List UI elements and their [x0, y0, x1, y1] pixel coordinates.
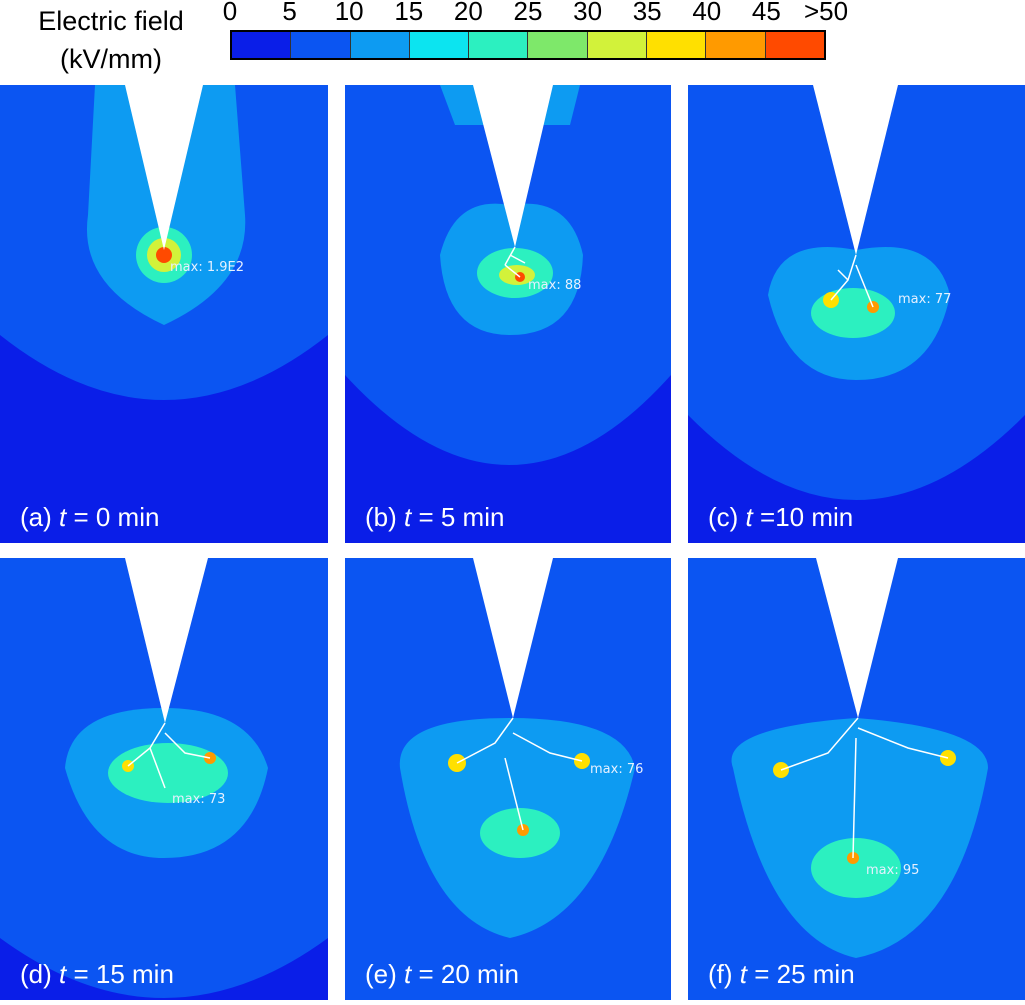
panel-d: max: 73 (d) t = 15 min	[0, 558, 328, 1000]
colorbar-segment	[706, 32, 766, 58]
colorbar-segment	[291, 32, 351, 58]
colorbar-segment	[350, 32, 410, 58]
panel-f-max: max: 95	[866, 863, 919, 878]
panel-c: max: 77 (c) t =10 min	[688, 85, 1025, 543]
panel-e-label: (e) t = 20 min	[365, 959, 519, 989]
panel-b: max: 88 (b) t = 5 min	[345, 85, 671, 543]
colorbar-tick-label: 20	[453, 0, 483, 26]
panel-f-label: (f) t = 25 min	[708, 959, 855, 989]
panel-e: max: 76 (e) t = 20 min	[345, 558, 671, 1000]
panel-b-max: max: 88	[528, 278, 581, 293]
colorbar-tick-label: 5	[282, 0, 297, 26]
colorbar-title-line1: Electric field	[38, 6, 184, 36]
colorbar-title: Electric field (kV/mm)	[0, 2, 222, 78]
colorbar-segment	[587, 32, 648, 58]
panel-c-label: (c) t =10 min	[708, 502, 854, 532]
colorbar	[230, 30, 826, 60]
panel-a-max: max: 1.9E2	[170, 260, 244, 275]
colorbar-segment	[765, 32, 824, 58]
colorbar-segment	[647, 32, 707, 58]
colorbar-tick-label: 40	[692, 0, 722, 26]
colorbar-tick-label: 35	[632, 0, 662, 26]
panel-c-max: max: 77	[898, 292, 951, 307]
colorbar-tick-label: >50	[803, 0, 849, 26]
panel-d-label: (d) t = 15 min	[20, 959, 174, 989]
colorbar-tick-label: 25	[513, 0, 543, 26]
colorbar-segment	[232, 32, 292, 58]
colorbar-segment	[409, 32, 470, 58]
panel-f: max: 95 (f) t = 25 min	[688, 558, 1025, 1000]
colorbar-tick-label: 45	[751, 0, 781, 26]
panel-d-max: max: 73	[172, 792, 225, 807]
panel-b-label: (b) t = 5 min	[365, 502, 505, 532]
colorbar-tick-label: 0	[222, 0, 238, 26]
colorbar-title-line2: (kV/mm)	[60, 44, 162, 74]
colorbar-tick-label: 30	[573, 0, 603, 26]
colorbar-segment	[469, 32, 529, 58]
panel-a: max: 1.9E2 (a) t = 0 min	[0, 85, 328, 543]
panel-a-label: (a) t = 0 min	[20, 502, 160, 532]
colorbar-tick-label: 10	[334, 0, 364, 26]
panel-e-max: max: 76	[590, 762, 643, 777]
colorbar-tick-label: 15	[394, 0, 424, 26]
colorbar-segment	[528, 32, 588, 58]
